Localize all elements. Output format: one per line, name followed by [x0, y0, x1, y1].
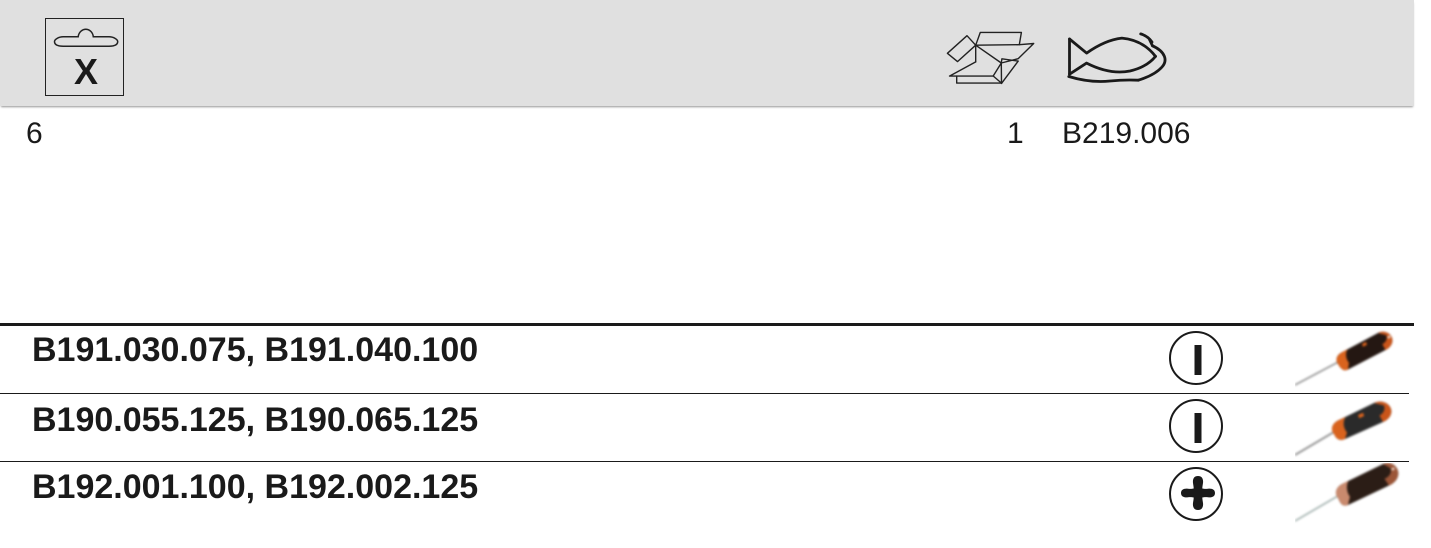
svg-text:X: X — [74, 51, 98, 92]
